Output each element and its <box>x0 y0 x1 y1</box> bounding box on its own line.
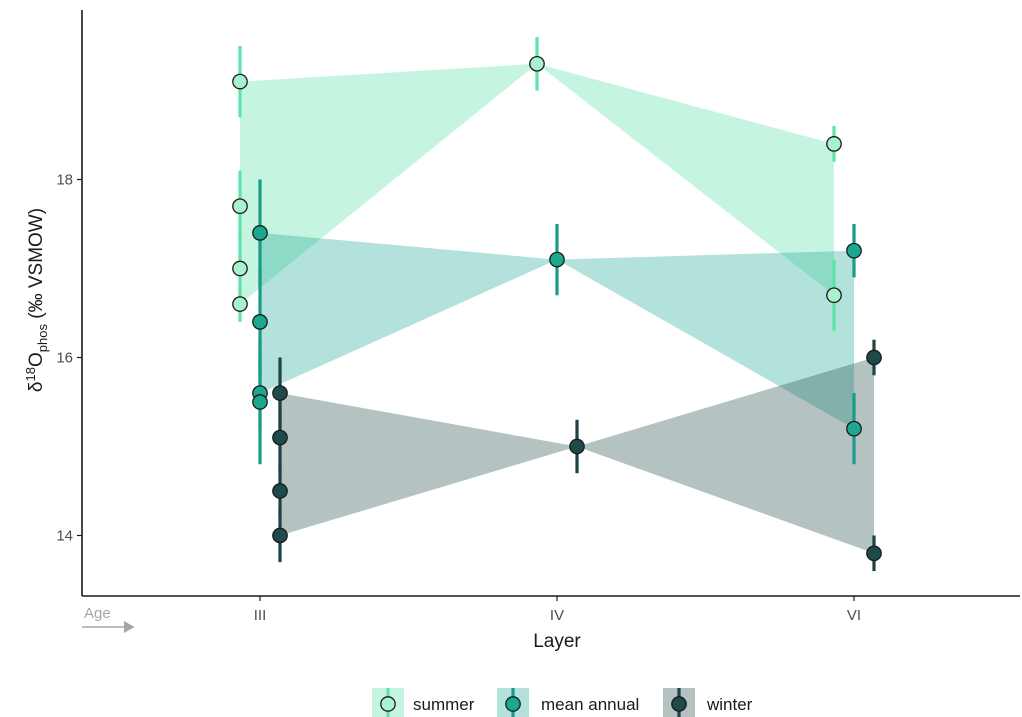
y-axis-title-unit: (‰ VSMOW) <box>26 208 47 324</box>
age-label: Age <box>84 605 111 622</box>
y-axis-title-sub: phos <box>35 324 50 353</box>
point-winter <box>866 545 882 562</box>
point-mean-annual <box>252 394 268 410</box>
range-bands <box>240 63 874 554</box>
legend-label: summer <box>413 695 475 714</box>
x-axis-ticks: III IV VI <box>254 596 861 624</box>
point-summer <box>232 260 248 277</box>
legend-key-point <box>505 696 521 712</box>
point-summer <box>232 73 248 90</box>
x-axis-title: Layer <box>533 631 581 652</box>
point-mean-annual <box>252 225 268 241</box>
legend-key-point <box>671 696 687 712</box>
x-tick-label: III <box>254 607 267 624</box>
legend-item-summer: summer <box>372 688 475 717</box>
x-tick-label: IV <box>550 607 564 624</box>
y-axis-ticks: 14 16 18 <box>56 172 82 545</box>
point-winter <box>272 483 288 499</box>
point-winter <box>866 349 882 366</box>
point-winter <box>272 385 288 401</box>
legend-item-winter: winter <box>663 688 753 717</box>
point-winter <box>569 438 585 455</box>
band-summer <box>240 63 834 305</box>
x-tick-label: VI <box>847 607 861 624</box>
y-tick-label: 18 <box>56 172 73 189</box>
legend-item-mean-annual: mean annual <box>497 688 639 717</box>
legend-label: mean annual <box>541 695 639 714</box>
y-axis-title-sup: 18 <box>23 367 38 381</box>
point-summer <box>232 198 248 215</box>
point-summer <box>826 287 842 304</box>
point-mean-annual <box>846 242 862 259</box>
y-tick-label: 14 <box>56 528 73 545</box>
legend-key-point <box>380 696 396 712</box>
y-axis-title-delta: δ <box>26 381 47 392</box>
point-mean-annual <box>549 251 565 268</box>
point-mean-annual <box>252 314 268 330</box>
point-mean-annual <box>846 420 862 437</box>
legend-label: winter <box>706 695 753 714</box>
point-summer <box>826 136 842 152</box>
y-axis-title-o: O <box>26 352 47 367</box>
point-summer <box>529 55 545 72</box>
point-summer <box>232 296 248 312</box>
data-points <box>232 55 882 562</box>
y-axis-title: δ18Ophos (‰ VSMOW) <box>23 208 50 392</box>
band-winter <box>280 357 874 554</box>
point-winter <box>272 429 288 446</box>
point-winter <box>272 527 288 544</box>
band-mean-annual <box>260 232 854 429</box>
legend: summer mean annual winter <box>372 688 753 717</box>
y-tick-label: 16 <box>56 350 73 367</box>
